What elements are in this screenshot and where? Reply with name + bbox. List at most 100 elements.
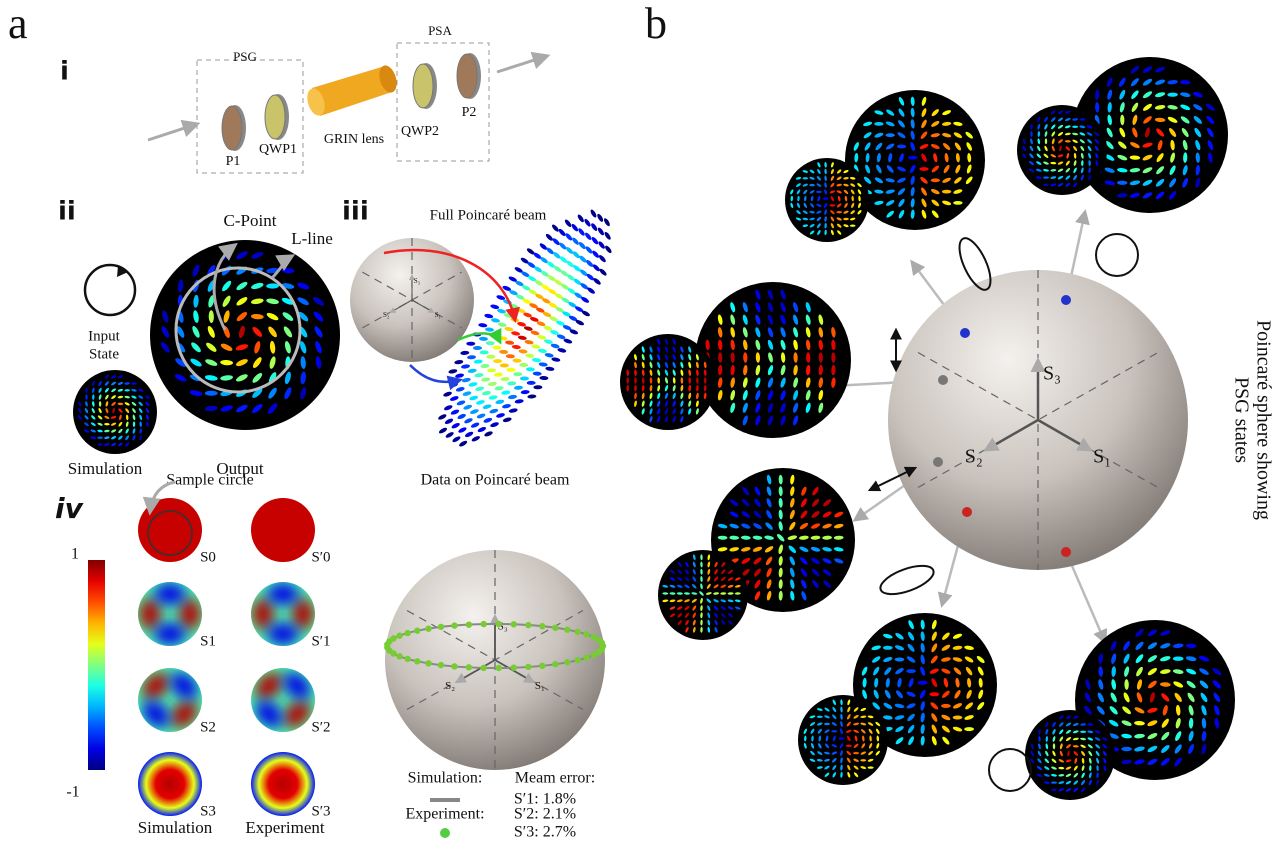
figure: aiPSGPSAP1QWP1GRIN lensQWP2P2iiC-PointL-…: [0, 0, 1285, 843]
input-state-icon: [85, 265, 135, 315]
polarization-ellipse: [589, 209, 597, 219]
polarization-symbol: [1096, 234, 1138, 276]
polarization-ellipse: [906, 669, 916, 673]
polarization-ellipse: [530, 330, 540, 336]
polarization-ellipse: [603, 217, 611, 227]
optic: [413, 64, 433, 108]
panel-title: Full Poincaré beam: [430, 207, 547, 223]
axis-label: S₁: [535, 680, 545, 692]
stokes-map: [251, 668, 315, 732]
axis-label: S₂: [383, 311, 390, 319]
polarization-ellipse: [445, 431, 455, 439]
psg-state: [962, 507, 972, 517]
experiment-point: [414, 628, 420, 634]
column-label: Experiment: [245, 818, 325, 837]
polarization-ellipse: [489, 408, 499, 414]
polarization-ellipse: [469, 408, 479, 415]
axis-label: S₃: [1043, 363, 1061, 385]
polarization-ellipse: [97, 436, 103, 438]
polarization-ellipse: [461, 364, 470, 369]
experiment-point: [591, 652, 597, 658]
polarization-ellipse: [482, 404, 492, 410]
polarization-ellipse: [1117, 181, 1128, 185]
polarization-ellipse: [457, 426, 467, 434]
subpanel-label: iv: [55, 492, 84, 525]
panel-label: b: [645, 0, 667, 48]
polarization-ellipse: [590, 222, 598, 232]
polarization-ellipse: [503, 312, 513, 318]
polarization-ellipse: [824, 723, 830, 725]
experiment-point: [583, 631, 589, 637]
polarization-ellipse: [853, 752, 859, 754]
polarization-ellipse: [918, 681, 928, 685]
polarization-ellipse: [558, 242, 567, 251]
experiment-point: [425, 626, 431, 632]
polarization-ellipse: [475, 386, 485, 392]
polarization-ellipse: [454, 360, 463, 365]
polarization-ellipse: [443, 404, 453, 411]
polarization-ellipse: [570, 223, 579, 232]
map-label: S2: [200, 719, 216, 735]
polarization-ellipse: [964, 727, 974, 731]
polarization-ellipse: [448, 368, 458, 374]
polarization-ellipse: [443, 391, 453, 398]
experiment-point: [496, 621, 502, 627]
polarization-ellipse: [830, 204, 836, 206]
experiment-point: [564, 627, 570, 633]
polarization-ellipse: [468, 368, 477, 373]
polarization-ellipse: [461, 377, 471, 383]
polarization-ellipse: [604, 245, 613, 254]
polarization-ellipse: [897, 145, 906, 149]
polarization-ellipse: [523, 326, 533, 332]
experiment-point: [404, 656, 410, 662]
experiment-point: [438, 662, 444, 668]
stokes-map: [251, 498, 315, 562]
polarization-ellipse: [895, 658, 905, 662]
polarization-ellipse: [468, 382, 478, 388]
polarization-ellipse: [519, 363, 528, 367]
polarization-ellipse: [953, 716, 963, 720]
polarization-ellipse: [462, 391, 472, 397]
polarization-ellipse: [598, 268, 607, 277]
optic-label: P1: [226, 154, 241, 169]
psg-state: [960, 328, 970, 338]
colorbar-label: -1: [66, 784, 79, 801]
polarization-ellipse: [477, 426, 487, 433]
experiment-point: [599, 640, 605, 646]
polarization-ellipse: [591, 250, 600, 259]
polarization-ellipse: [584, 245, 593, 254]
polarization-ellipse: [499, 350, 508, 354]
psa-label: PSA: [428, 23, 452, 38]
polarization-ellipse: [908, 156, 917, 160]
subpanel-label: iii: [342, 197, 369, 227]
polarization-ellipse: [508, 408, 518, 414]
polarization-ellipse: [524, 339, 534, 345]
error-value: S′3: 2.7%: [514, 824, 576, 841]
polarization-ellipse: [504, 326, 514, 332]
caption: Poincaré sphere showing: [1252, 320, 1274, 520]
polarization-ellipse: [467, 355, 476, 360]
polarization-ellipse: [456, 400, 466, 407]
psg-state: [1061, 547, 1071, 557]
polarization-ellipse: [512, 345, 521, 350]
polarization-ellipse: [490, 304, 500, 310]
polarization-ellipse: [809, 184, 815, 186]
experiment-point: [575, 657, 581, 663]
polarization-ellipse: [1051, 781, 1057, 783]
polarization-ellipse: [831, 730, 837, 732]
experiment-point: [564, 659, 570, 665]
polarization-ellipse: [492, 345, 501, 349]
experiment-point: [511, 665, 517, 671]
lobe: [139, 598, 161, 630]
polarization-ellipse: [514, 399, 523, 404]
polarization-ellipse: [572, 250, 581, 259]
polarization-ellipse: [514, 385, 523, 390]
annotation: C-Point: [224, 211, 277, 230]
polarization-ellipse: [558, 228, 567, 237]
polarization-ellipse: [487, 368, 496, 373]
panel-title: Data on Poincaré beam: [421, 472, 570, 489]
polarization-ellipse: [839, 737, 845, 739]
polarization-ellipse: [564, 232, 573, 241]
polarization-ellipse: [452, 435, 462, 443]
polarization-ellipse: [941, 704, 951, 708]
